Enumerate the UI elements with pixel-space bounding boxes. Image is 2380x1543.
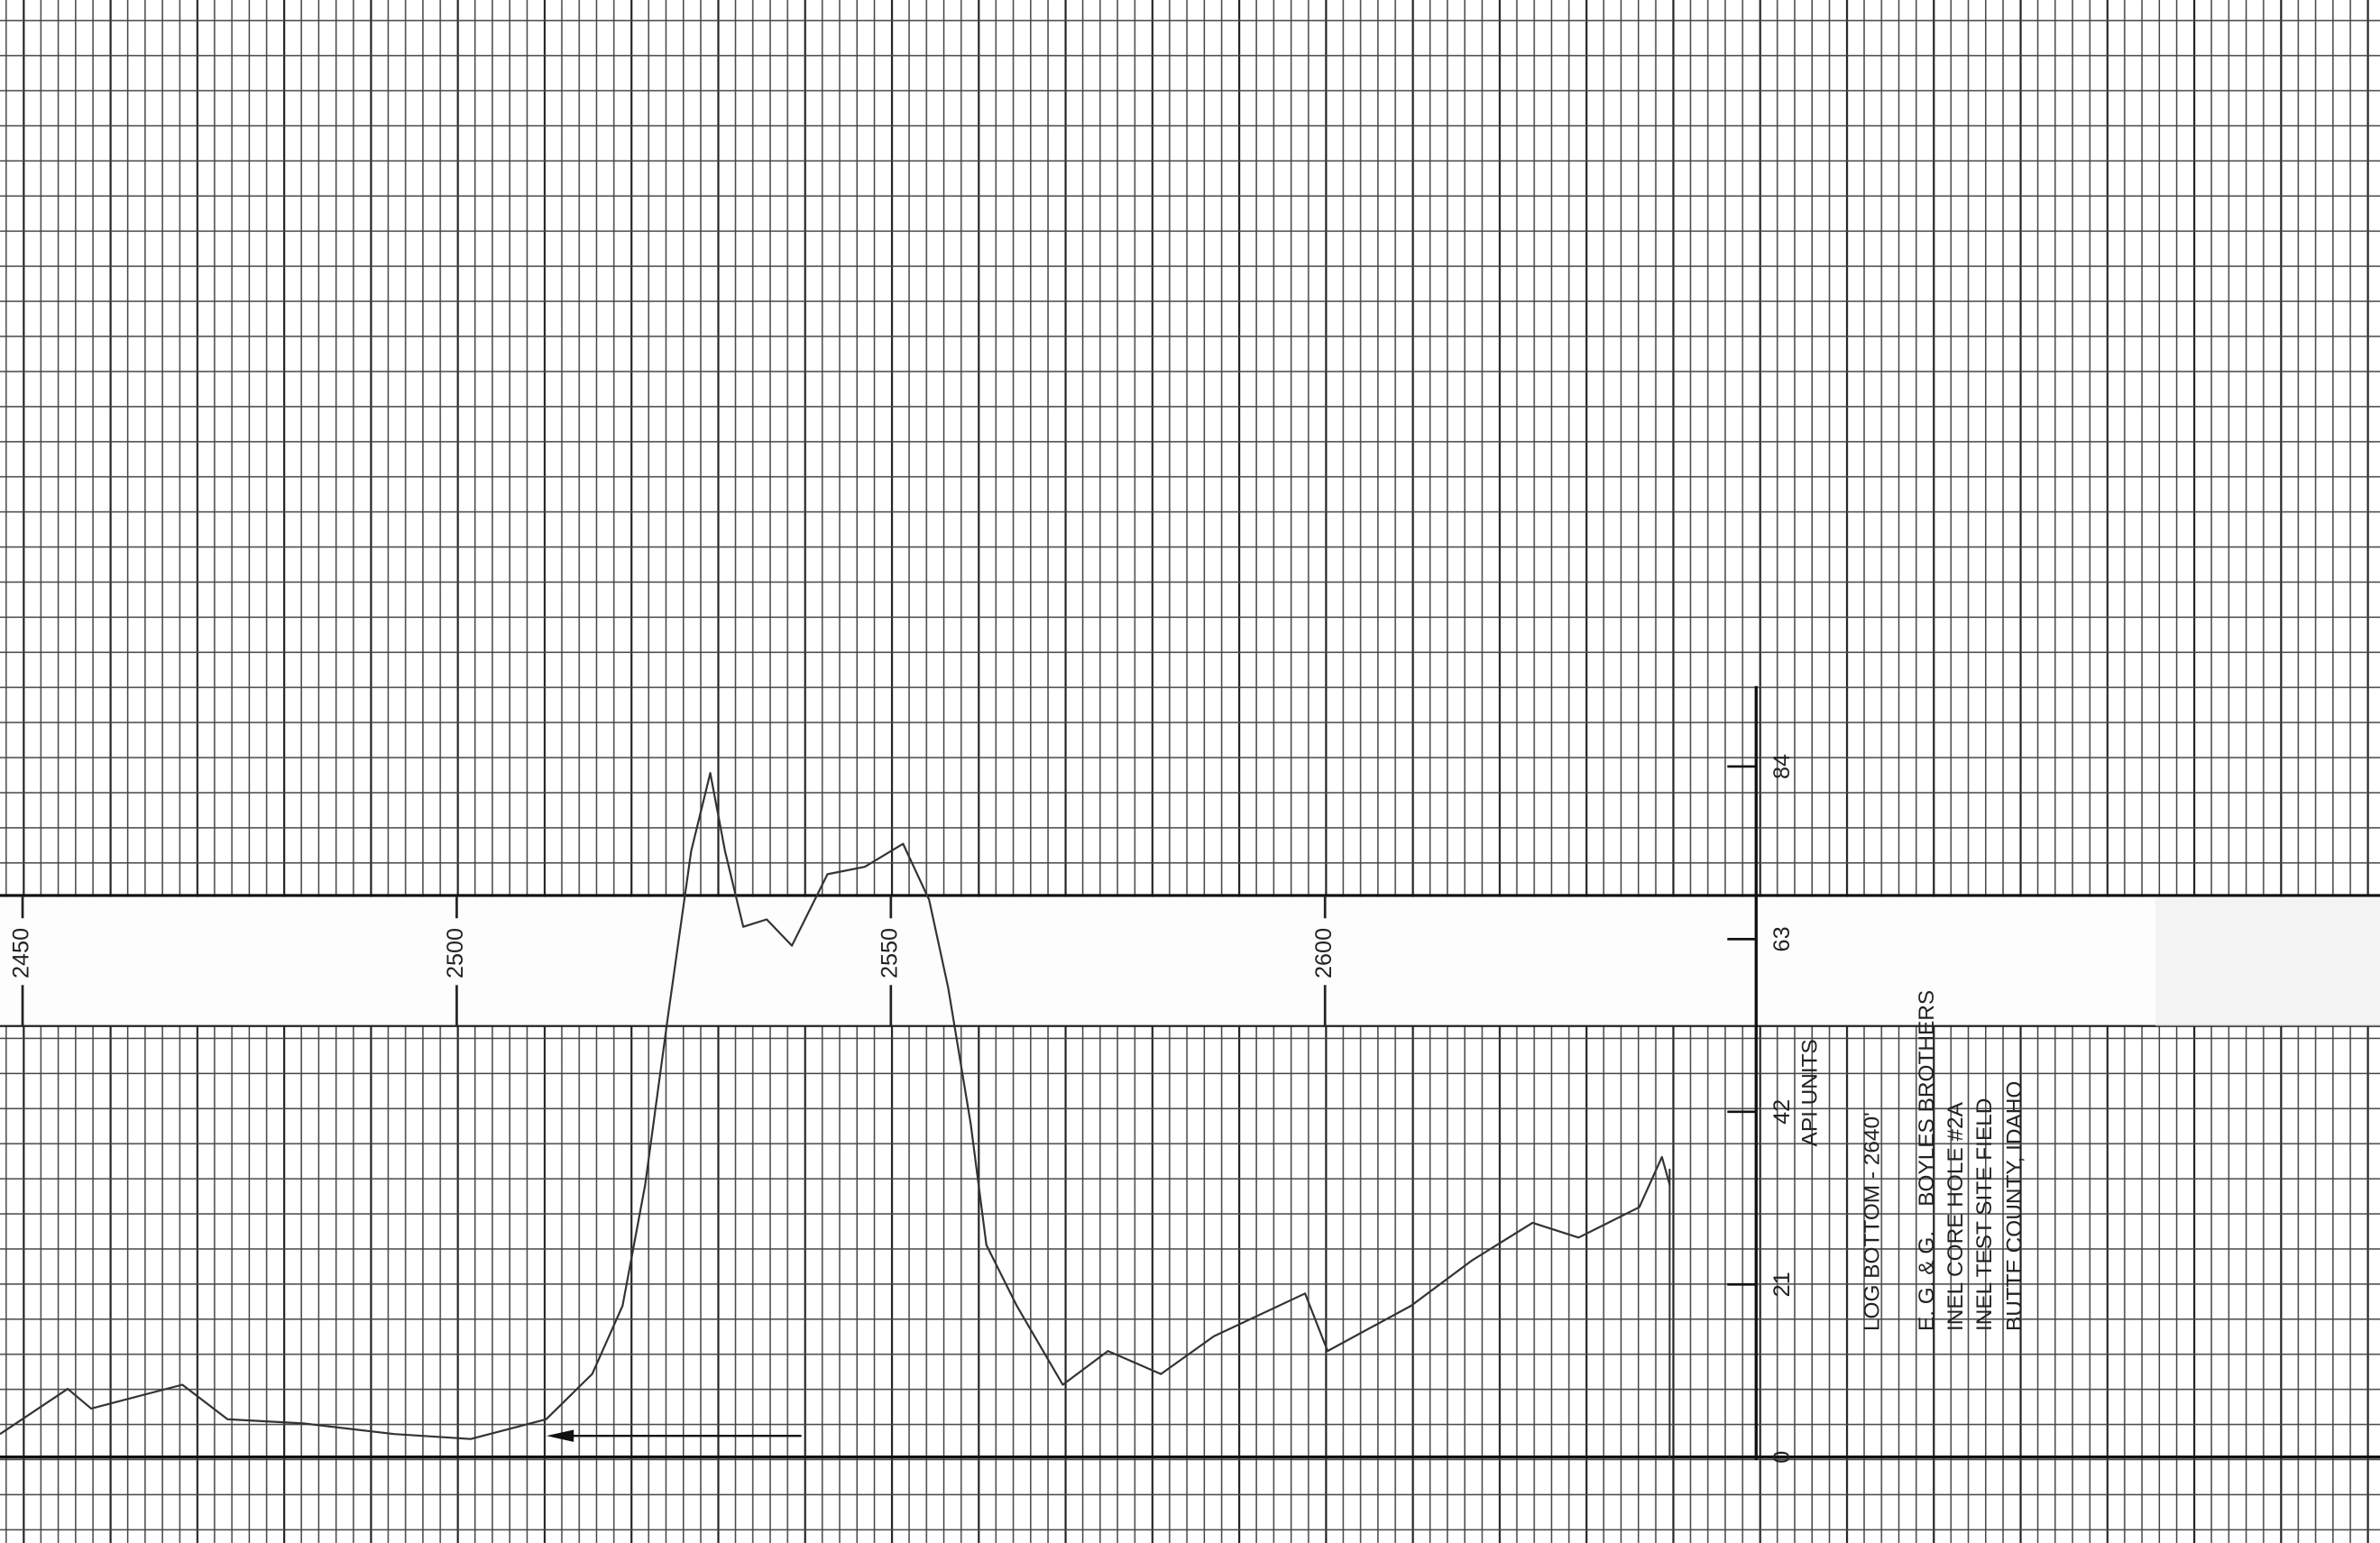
y-tick-label: 42: [1769, 1099, 1795, 1125]
gamma-ray-curve: [0, 772, 1671, 1440]
x-tick-label: 2500: [443, 928, 468, 978]
annotation: LOG BOTTOM - 2640': [1860, 1112, 1884, 1331]
annotation: INEL CORE HOLE #2A: [1944, 1101, 1968, 1331]
y-tick-label: 84: [1769, 754, 1795, 779]
arrow-head: [546, 1429, 574, 1442]
x-tick-label-bg: [441, 918, 473, 986]
annotation: BUTTE COUNTY, IDAHO: [2003, 1081, 2027, 1331]
y-tick-label: 63: [1769, 926, 1795, 951]
x-tick-label-bg: [875, 918, 906, 986]
y-tick-label: 21: [1769, 1272, 1795, 1297]
x-tick-label-bg: [1309, 918, 1341, 986]
scan-shade: [2155, 896, 2380, 1026]
y-tick-label: 0: [1769, 1451, 1795, 1464]
x-tick-label-bg: [7, 918, 38, 986]
annotation: INEL TEST SITE FIELD: [1972, 1098, 1997, 1331]
annotation: E. G. & G. BOYLES BROTHERS: [1915, 990, 1939, 1331]
x-tick-label: 2600: [1311, 928, 1337, 978]
x-tick-label: 2550: [877, 928, 902, 978]
axis-label: API UNITS: [1797, 1039, 1822, 1146]
label-band: [0, 896, 2380, 1026]
x-tick-label: 2450: [9, 928, 34, 978]
